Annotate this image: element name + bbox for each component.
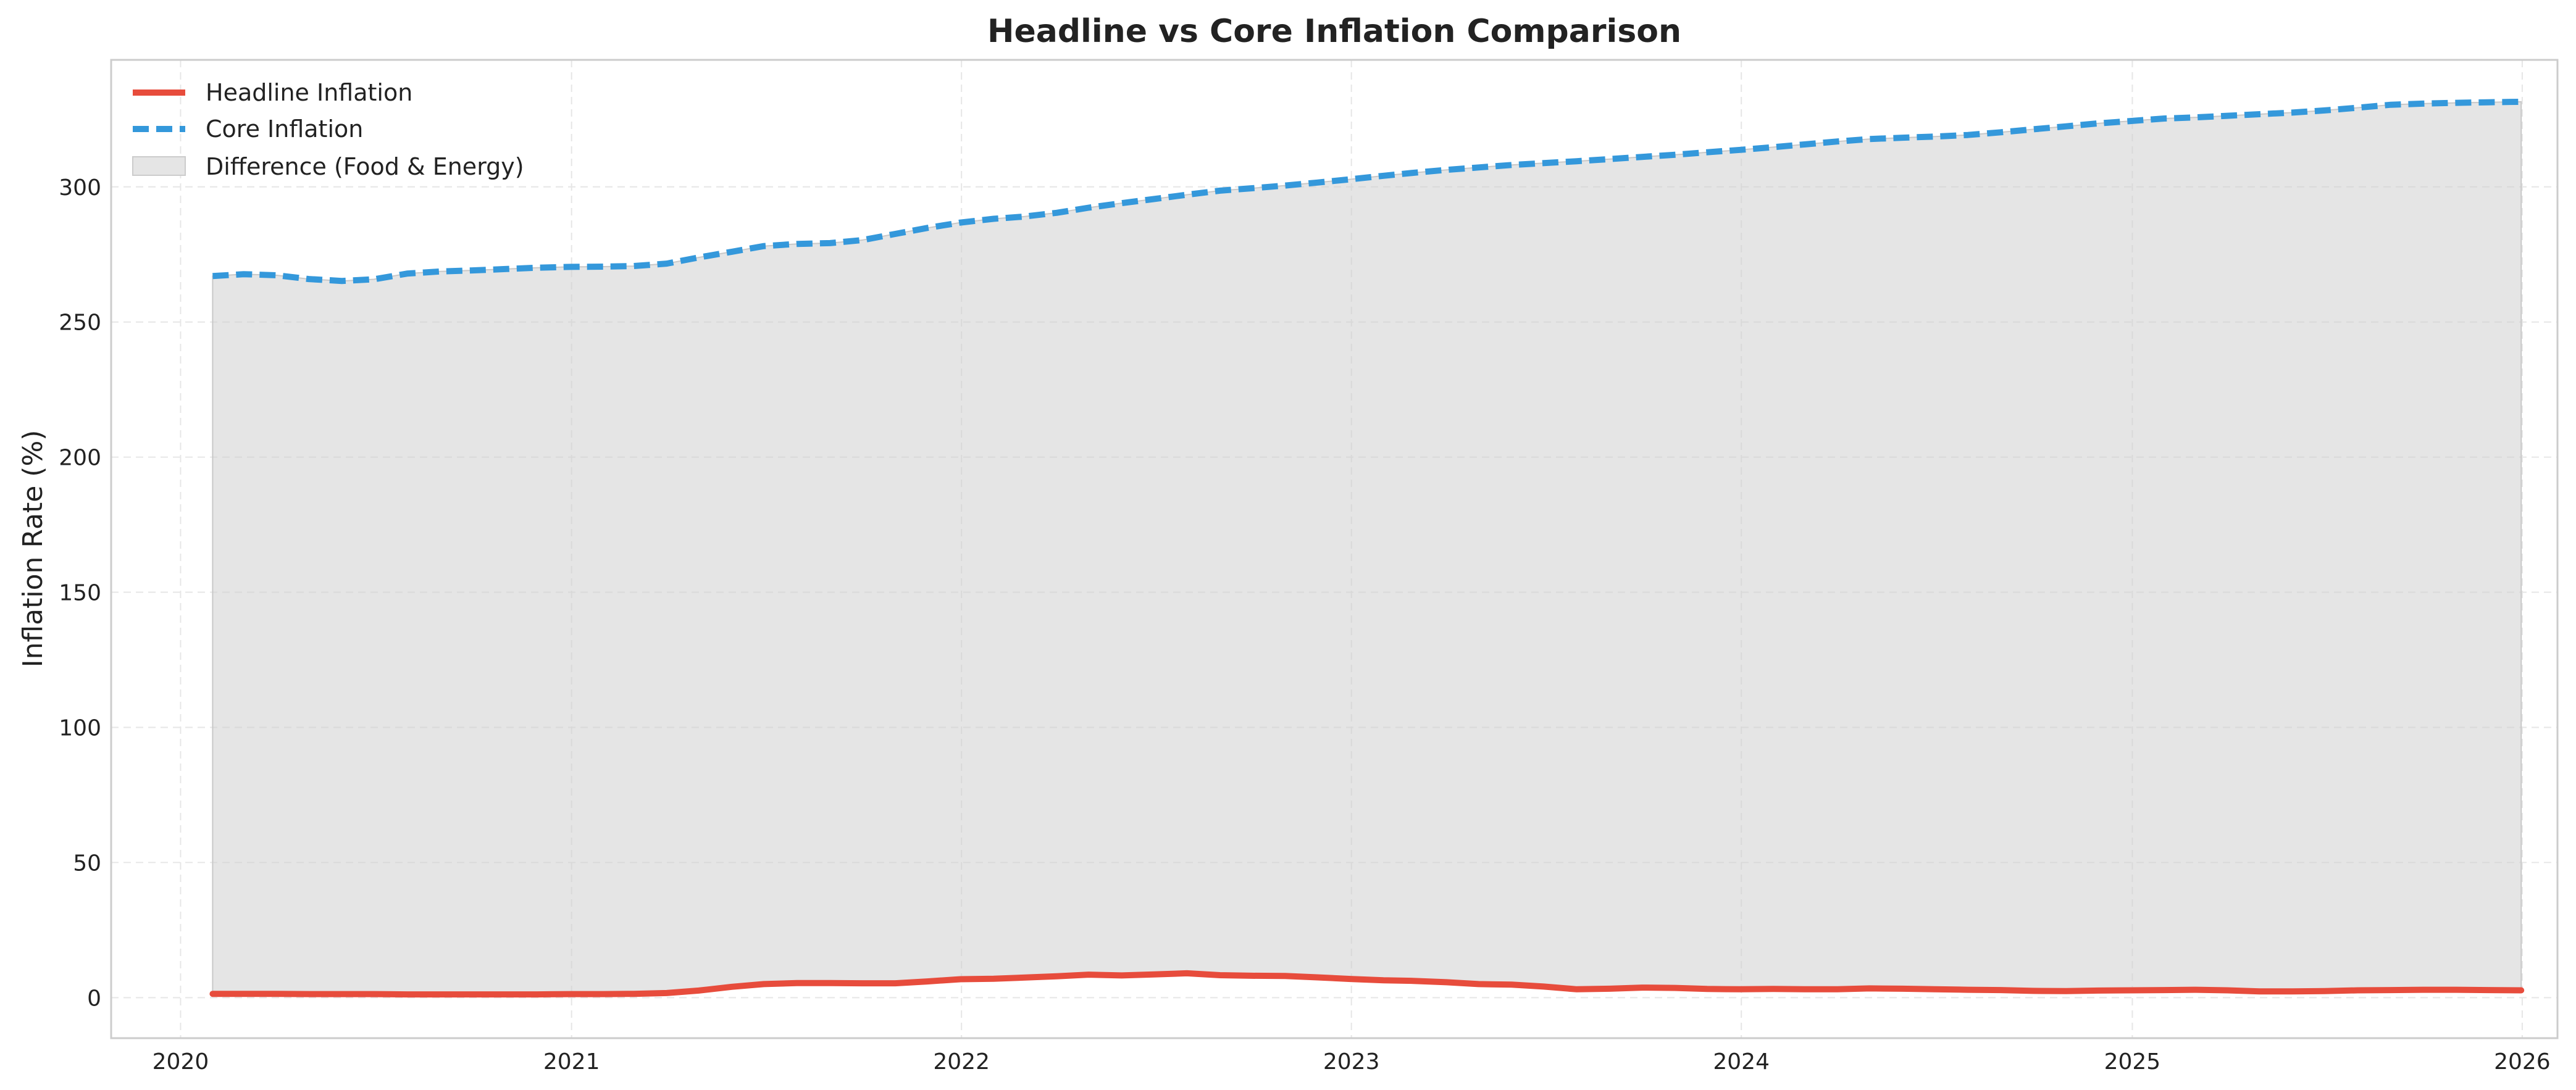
y-tick-label: 250 xyxy=(59,310,101,336)
y-tick-label: 100 xyxy=(59,715,101,741)
x-tick-label: 2021 xyxy=(543,1049,600,1075)
chart-title: Headline vs Core Inflation Comparison xyxy=(987,13,1681,50)
y-tick-label: 150 xyxy=(59,581,101,606)
x-tick-label: 2025 xyxy=(2104,1049,2161,1075)
legend-headline-label: Headline Inflation xyxy=(206,79,412,106)
y-tick-label: 0 xyxy=(87,986,101,1011)
y-tick-label: 50 xyxy=(73,851,101,876)
x-tick-label: 2023 xyxy=(1323,1049,1380,1075)
y-tick-labels: 0 50 100 150 200 250 300 xyxy=(59,175,101,1012)
x-tick-label: 2022 xyxy=(933,1049,990,1075)
y-tick-label: 200 xyxy=(59,446,101,471)
difference-area-layer xyxy=(212,101,2522,996)
y-tick-label: 300 xyxy=(59,175,101,201)
plot-frame xyxy=(110,59,2559,1039)
legend-difference-swatch xyxy=(132,156,186,176)
legend-difference-label: Difference (Food & Energy) xyxy=(206,153,524,180)
x-tick-labels: 2020 2021 2022 2023 2024 2025 2026 xyxy=(153,1049,2551,1075)
headline-inflation-line xyxy=(209,970,2525,998)
x-tick-label: 2026 xyxy=(2494,1049,2551,1075)
y-axis-label: Inflation Rate (%) xyxy=(17,430,49,668)
series-lines xyxy=(209,98,2525,998)
core-inflation-line xyxy=(212,98,2522,285)
difference-area xyxy=(212,101,2522,996)
legend: Headline Inflation Core Inflation Differ… xyxy=(132,79,524,180)
legend-core-label: Core Inflation xyxy=(206,115,363,143)
x-tick-label: 2020 xyxy=(153,1049,209,1075)
x-tick-label: 2024 xyxy=(1713,1049,1770,1075)
